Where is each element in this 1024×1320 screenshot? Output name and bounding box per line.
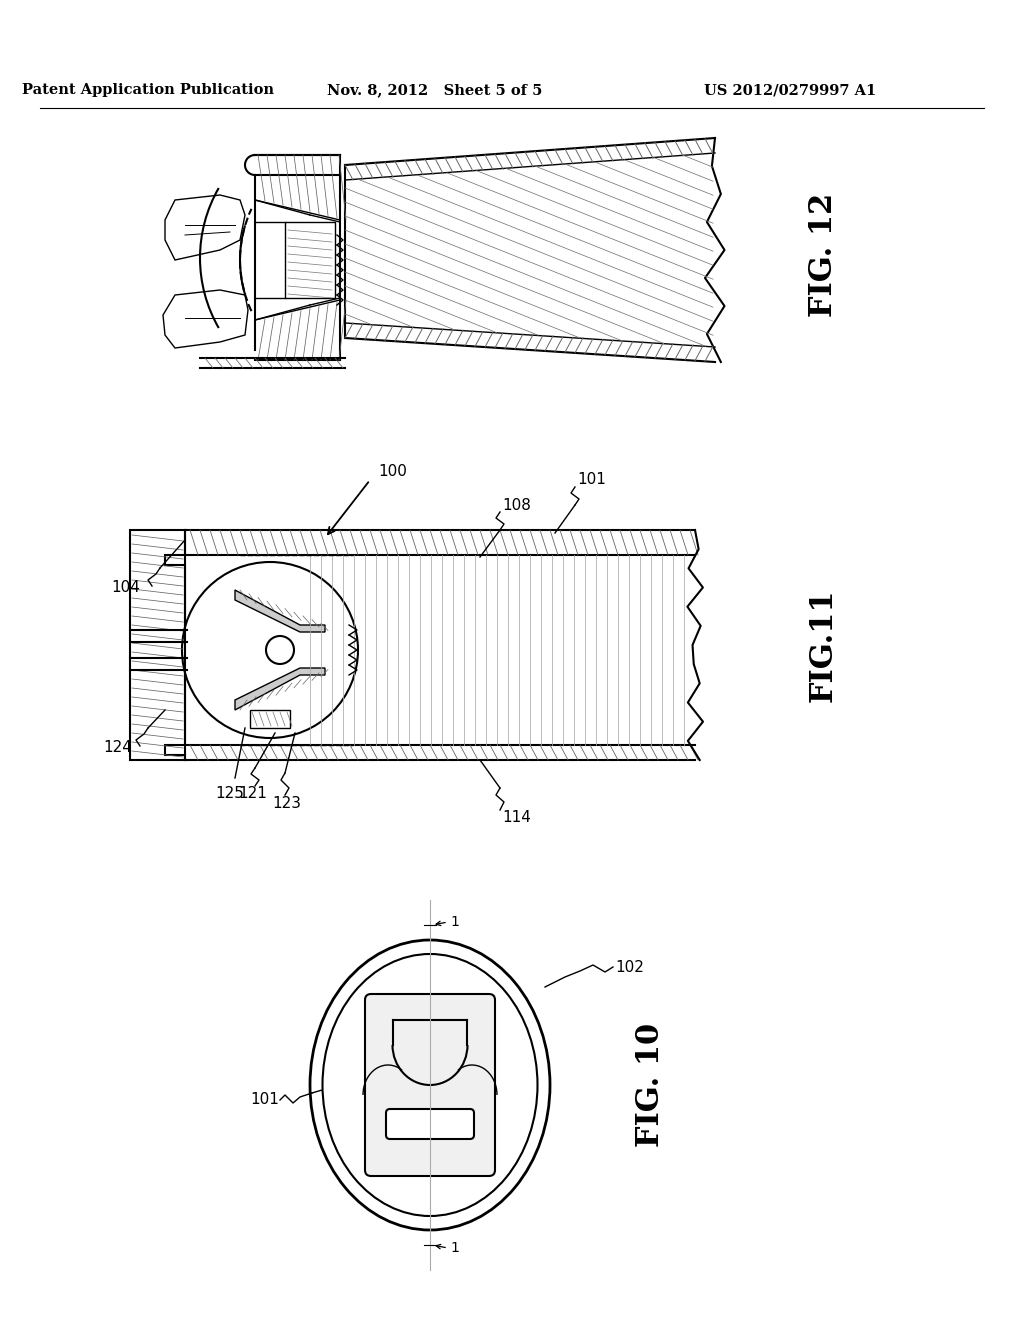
Polygon shape: [234, 590, 325, 632]
Text: 102: 102: [615, 960, 644, 974]
Text: FIG.11: FIG.11: [808, 589, 839, 702]
Text: 101: 101: [577, 473, 606, 487]
Ellipse shape: [266, 636, 294, 664]
Text: 1: 1: [450, 1241, 459, 1255]
Text: 114: 114: [502, 810, 530, 825]
Text: US 2012/0279997 A1: US 2012/0279997 A1: [703, 83, 877, 96]
Ellipse shape: [182, 562, 358, 738]
Text: Patent Application Publication: Patent Application Publication: [22, 83, 274, 96]
Text: Nov. 8, 2012   Sheet 5 of 5: Nov. 8, 2012 Sheet 5 of 5: [328, 83, 543, 96]
Text: 125: 125: [216, 785, 245, 800]
Text: 101: 101: [251, 1093, 280, 1107]
Text: FIG. 12: FIG. 12: [808, 193, 839, 317]
Text: 124: 124: [103, 741, 132, 755]
Text: 108: 108: [502, 498, 530, 512]
Polygon shape: [163, 290, 248, 348]
Text: 104: 104: [112, 581, 140, 595]
Bar: [250, 710, 290, 729]
Ellipse shape: [310, 940, 550, 1230]
FancyBboxPatch shape: [365, 994, 495, 1176]
Polygon shape: [165, 195, 245, 260]
Text: 121: 121: [239, 787, 267, 801]
Polygon shape: [130, 531, 185, 760]
FancyBboxPatch shape: [386, 1109, 474, 1139]
Text: 123: 123: [272, 796, 301, 810]
Polygon shape: [234, 668, 325, 710]
Text: 100: 100: [378, 465, 407, 479]
Ellipse shape: [323, 954, 538, 1216]
Text: FIG. 10: FIG. 10: [635, 1023, 666, 1147]
Bar: [285, 222, 335, 298]
Text: 1: 1: [450, 915, 459, 929]
